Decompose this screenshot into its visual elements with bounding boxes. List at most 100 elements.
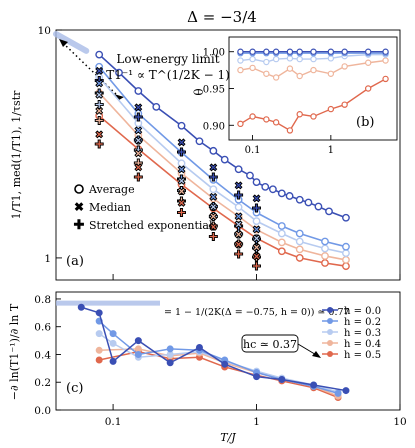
a-stretched-marker: ✚: [234, 238, 243, 251]
a-stretched-marker: ✚: [209, 200, 218, 213]
a-avg-marker: [261, 182, 270, 191]
a-avg-marker: [95, 88, 104, 97]
c-legend-label: h = 0.2: [344, 317, 381, 328]
panel-a-legend: Average ✖ Median ✚ Stretched exponential: [74, 183, 213, 233]
a-median-marker: ✖: [177, 198, 185, 209]
c-legend-label: h = 0.5: [344, 350, 381, 361]
b-ytick-label: 0.95: [203, 85, 225, 96]
a-avg-marker: [295, 229, 304, 238]
a-stretched-marker: ✚: [209, 171, 218, 184]
a-series-line: [98, 115, 347, 267]
a-stretched-marker: ✚: [177, 146, 186, 159]
a-avg-marker: [295, 254, 304, 262]
a-stretched-marker: ✚: [252, 233, 261, 246]
panel-a-ylabel: 1/T1, med(1/T1), 1/τstr: [10, 90, 23, 219]
b-xtick-label: 0.1: [245, 145, 261, 156]
b-marker: [272, 48, 280, 55]
a-avg-marker: [252, 208, 261, 217]
a-avg-marker: [314, 202, 323, 211]
a-avg-marker: [246, 171, 254, 180]
a-avg-marker: [220, 155, 229, 164]
b-xtick-label: 1: [328, 145, 334, 156]
panel-c-xlabel: T/J: [220, 431, 236, 444]
a-series-line: [98, 92, 347, 261]
c-marker: [334, 389, 342, 397]
legend-stretched-marker: ✚: [74, 218, 85, 233]
c-marker: [253, 373, 261, 381]
a-series-line: [98, 76, 347, 254]
panel-c-marks: 0.0 0.2 0.4 0.6 0.8 0.1 1 10: [34, 294, 406, 428]
a-arrowhead-down: [114, 94, 124, 100]
a-median-marker: ✖: [252, 252, 260, 263]
a-median-marker: ✖: [209, 212, 217, 223]
b-marker: [263, 70, 270, 77]
c-legend-label: h = 0.4: [344, 339, 381, 350]
b-marker: [382, 75, 389, 83]
a-median-marker: ✖: [177, 187, 185, 198]
a-stretched-marker: ✚: [177, 206, 186, 219]
a-stretched-marker: ✚: [234, 189, 243, 202]
c-marker: [77, 303, 85, 311]
a-stretched-marker: ✚: [134, 157, 143, 170]
a-stretched-marker: ✚: [177, 184, 186, 197]
a-avg-marker: [295, 237, 304, 246]
a-avg-marker: [252, 234, 261, 243]
c-ytick-label: 0.6: [34, 322, 51, 334]
c-legend-marker: [327, 318, 333, 324]
a-avg-marker: [277, 222, 286, 230]
a-median-marker: ✖: [134, 126, 142, 137]
c-xtick-label: 1: [253, 416, 260, 428]
panel-c: 0.0 0.2 0.4 0.6 0.8 0.1 1 10 −∂ ln(T1⁻¹)/∂ ln T…: [8, 291, 407, 444]
panel-b-inset: 0.90 0.95 1.00 0.1 1 θ (b): [192, 36, 398, 156]
a-stretched-marker: ✚: [234, 220, 243, 233]
panel-a-frame: [55, 29, 401, 281]
hc-box: [241, 334, 299, 353]
a-avg-marker: [209, 185, 218, 194]
c-marker: [95, 330, 103, 338]
a-stretched-marker: ✚: [134, 134, 143, 147]
panel-a: 110✖✚✖✚✖✚✖✚✖✚✖✚✖✚✖✚✖✚✖✚✖✚✖✚✖✚✖✚✖✚✖✚✖✚✖✚✖…: [10, 25, 401, 281]
b-marker: [341, 101, 348, 108]
a-avg-marker: [209, 194, 218, 203]
a-avg-marker: [152, 102, 161, 111]
a-limit-line: [53, 31, 90, 54]
a-avg-marker: [177, 121, 186, 130]
b-marker: [272, 55, 280, 63]
a-avg-marker: [342, 213, 350, 222]
a-avg-marker: [234, 212, 243, 221]
a-avg-marker: [252, 225, 261, 234]
a-median-marker: ✖: [95, 106, 103, 117]
panel-c-frame: [55, 291, 401, 411]
a-avg-marker: [268, 185, 277, 194]
a-ytick-label: 1: [44, 253, 51, 265]
a-median-marker: ✖: [234, 181, 242, 192]
a-median-marker: ✖: [209, 163, 217, 174]
a-avg-marker: [252, 217, 261, 226]
a-stretched-marker: ✚: [252, 260, 261, 273]
a-median-marker: ✖: [209, 202, 217, 213]
a-median-marker: ✖: [234, 212, 242, 223]
panel-b-ylabel: θ: [192, 88, 206, 95]
c-legend-label: h = 0.3: [344, 328, 381, 339]
a-avg-marker: [277, 247, 286, 256]
a-median-marker: ✖: [134, 103, 142, 114]
a-avg-marker: [277, 189, 286, 198]
b-marker: [310, 55, 317, 63]
panel-c-legend: h = 0.0h = 0.2h = 0.3h = 0.4h = 0.5: [322, 306, 381, 361]
a-stretched-marker: ✚: [252, 202, 261, 215]
a-avg-marker: [134, 145, 143, 154]
figure-title: Δ = −3/4: [187, 8, 257, 26]
panel-a-label: (a): [66, 254, 84, 269]
panel-b-label: (b): [356, 115, 374, 130]
b-marker: [310, 48, 317, 55]
c-ytick-label: 0.0: [34, 405, 51, 417]
panel-b-marks: 0.90 0.95 1.00 0.1 1: [203, 48, 389, 156]
b-marker: [286, 65, 294, 72]
b-marker: [296, 72, 303, 80]
a-avg-marker: [321, 237, 329, 246]
b-marker: [310, 113, 317, 120]
a-avg-marker: [234, 222, 243, 230]
c-marker: [95, 356, 103, 364]
c-marker: [109, 339, 117, 347]
